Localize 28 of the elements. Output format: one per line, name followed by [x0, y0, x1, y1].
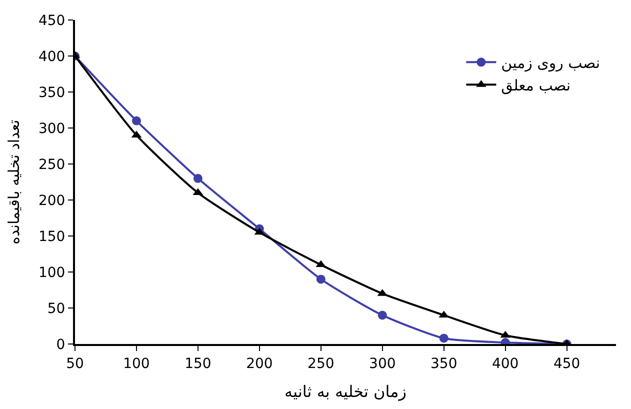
y-tick-label: 400: [38, 48, 66, 65]
x-axis-title: زمان تخلیه به ثانیه: [284, 382, 406, 401]
x-tick-label: 100: [123, 356, 150, 372]
y-tick-label: 200: [38, 192, 66, 209]
y-tick-label: 100: [38, 264, 66, 281]
x-tick-label: 250: [308, 356, 334, 372]
y-tick-label: 300: [38, 120, 66, 137]
y-axis-title: تعداد تخلیه باقیمانده: [5, 120, 24, 244]
point: [439, 334, 448, 343]
x-tick-label: 50: [66, 356, 84, 372]
y-tick-label: 250: [38, 156, 66, 173]
y-tick-label: 50: [47, 300, 66, 317]
legend-label: نصب معلق: [501, 76, 571, 95]
x-tick-label: 150: [184, 356, 212, 372]
point: [316, 274, 326, 284]
legend-label: نصب روی زمین: [501, 54, 600, 72]
y-tick-label: 0: [56, 336, 66, 353]
point: [193, 174, 202, 183]
point: [132, 116, 141, 126]
y-tick-label: 150: [38, 228, 66, 245]
x-tick-label: 400: [492, 356, 519, 372]
x-tick-label: 300: [369, 356, 396, 372]
x-tick-label: 200: [246, 356, 273, 372]
point: [378, 310, 387, 320]
y-tick-label: 350: [38, 84, 66, 101]
x-tick-label: 450: [553, 356, 580, 372]
y-tick-label: 450: [38, 12, 66, 29]
x-tick-label: 350: [430, 356, 458, 372]
